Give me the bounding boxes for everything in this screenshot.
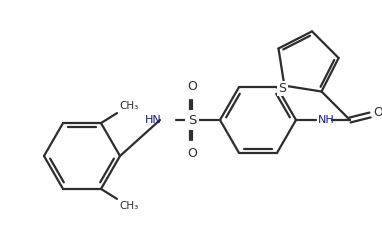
Text: O: O — [187, 80, 197, 93]
Text: CH₃: CH₃ — [119, 101, 138, 111]
Text: O: O — [373, 106, 382, 119]
Text: S: S — [278, 82, 286, 95]
Text: O: O — [187, 147, 197, 160]
Text: S: S — [188, 114, 196, 127]
Text: CH₃: CH₃ — [119, 201, 138, 211]
Text: HN: HN — [145, 115, 162, 125]
Text: NH: NH — [318, 115, 335, 125]
